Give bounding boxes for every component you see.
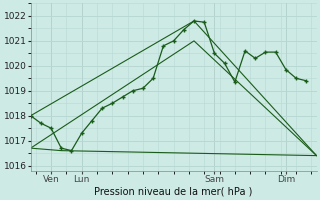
X-axis label: Pression niveau de la mer( hPa ): Pression niveau de la mer( hPa ) [94,187,253,197]
